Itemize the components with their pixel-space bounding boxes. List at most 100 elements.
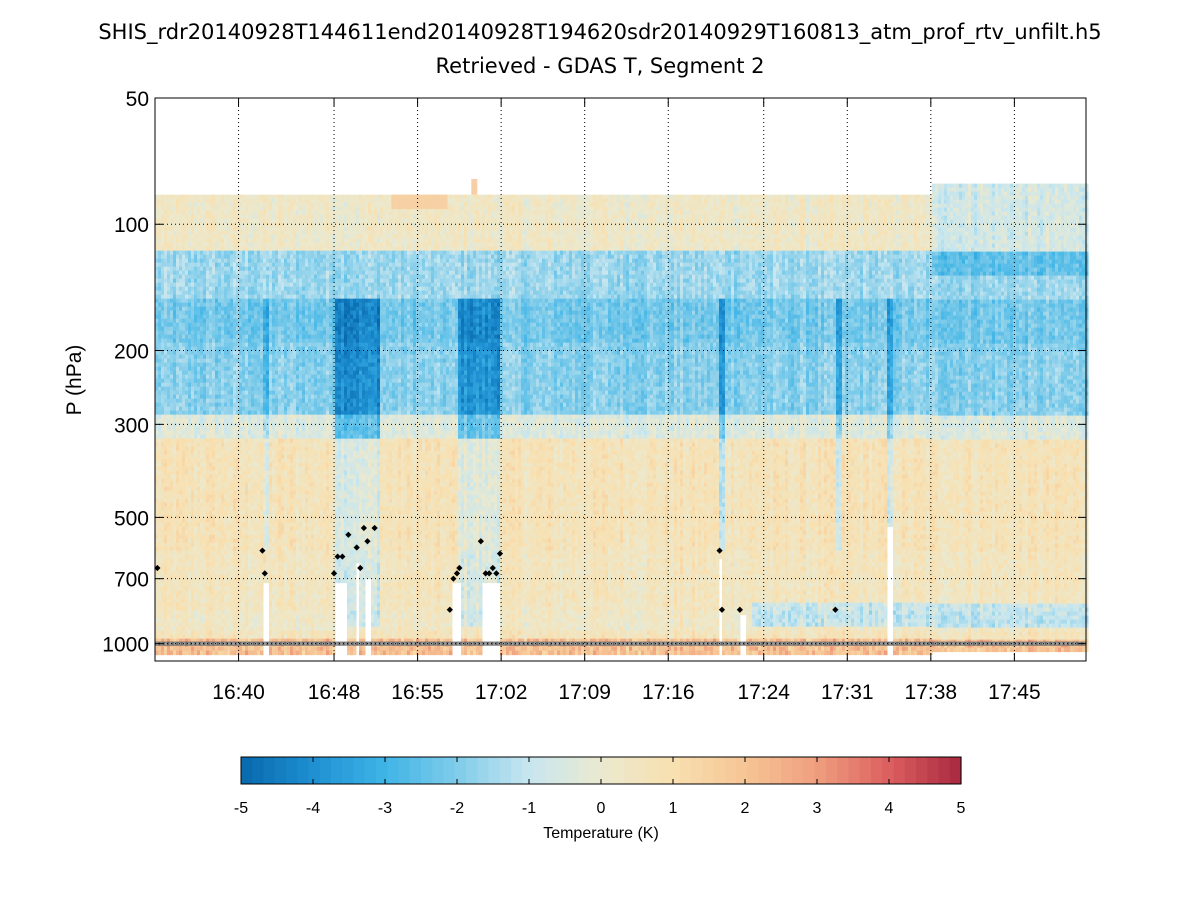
colorbar-swatch: [691, 757, 703, 784]
colorbar-swatch: [848, 757, 861, 784]
colorbar-swatch: [477, 757, 490, 784]
colorbar-swatch: [601, 757, 613, 784]
colorbar-swatch: [252, 757, 265, 784]
colorbar-swatch: [556, 757, 568, 784]
colorbar-tick-label: 1: [669, 800, 678, 817]
cloud-marker: [832, 606, 839, 613]
cloud-marker: [736, 606, 743, 613]
colorbar-swatch: [702, 757, 715, 784]
colorbar-tick-label: -2: [450, 800, 464, 817]
colorbar-swatch: [646, 757, 658, 784]
colorbar-swatch: [443, 757, 456, 784]
colorbar-swatch: [769, 757, 782, 784]
colorbar-swatch: [376, 757, 388, 784]
colorbar-tick-label: -3: [378, 800, 392, 817]
x-tick-label: 16:40: [212, 681, 265, 704]
cloud-marker: [345, 531, 352, 538]
colorbar-swatch: [331, 757, 343, 784]
colorbar-swatch: [353, 757, 366, 784]
colorbar-tick-label: -5: [234, 800, 248, 817]
colorbar-swatch: [657, 757, 670, 784]
colorbar-swatch: [736, 757, 748, 784]
colorbar-swatch: [747, 757, 760, 784]
chart-subtitle: Retrieved - GDAS T, Segment 2: [0, 54, 1200, 78]
x-tick-label: 17:02: [475, 681, 528, 704]
colorbar-swatch: [668, 757, 681, 784]
colorbar-swatch: [758, 757, 771, 784]
colorbar-swatch: [781, 757, 793, 784]
y-tick-label: 50: [126, 88, 149, 111]
colorbar-swatch: [409, 757, 422, 784]
colorbar-tick-label: 0: [597, 800, 606, 817]
cloud-marker: [718, 606, 726, 613]
colorbar-swatch: [724, 757, 737, 784]
plot-frame: [154, 97, 1087, 662]
colorbar-swatch: [938, 757, 951, 784]
colorbar-label: Temperature (K): [543, 825, 659, 842]
x-tick-label: 17:38: [905, 681, 958, 704]
cloud-marker: [716, 547, 723, 554]
colorbar-swatch: [859, 757, 872, 784]
colorbar-swatch: [814, 757, 827, 784]
x-tick-label: 17:09: [558, 681, 611, 704]
colorbar-swatch: [387, 757, 400, 784]
heatmap-cells: [155, 178, 1089, 656]
colorbar-swatch: [612, 757, 625, 784]
y-tick-label: 200: [114, 340, 149, 363]
colorbar-swatch: [454, 757, 467, 784]
colorbar-swatch: [511, 757, 523, 784]
colorbar-swatch: [837, 757, 850, 784]
colorbar-swatch: [826, 757, 838, 784]
x-tick-label: 17:16: [642, 681, 695, 704]
colorbar-swatch: [904, 757, 917, 784]
colorbar-swatch: [949, 757, 962, 784]
cloud-marker: [477, 538, 484, 545]
y-tick-label: 500: [114, 507, 149, 530]
colorbar-swatch: [882, 757, 895, 784]
colorbar-swatch: [308, 757, 321, 784]
colorbar-swatch: [364, 757, 377, 784]
cloud-marker: [364, 538, 371, 545]
x-tick-label: 17:24: [737, 681, 790, 704]
colorbar-tick-label: 5: [957, 800, 966, 817]
colorbar-swatch: [589, 757, 602, 784]
colorbar-tick-label: -4: [306, 800, 320, 817]
y-axis-label: P (hPa): [63, 345, 86, 416]
x-tick-label: 16:55: [391, 681, 444, 704]
colorbar-swatch: [713, 757, 726, 784]
colorbar-swatch: [421, 757, 433, 784]
colorbar-swatch: [297, 757, 310, 784]
colorbar-swatch: [871, 757, 883, 784]
cloud-marker: [334, 553, 341, 560]
y-tick-label: 700: [114, 569, 149, 592]
colorbar-swatch: [286, 757, 298, 784]
y-tick-label: 300: [114, 414, 149, 437]
colorbar-swatch: [342, 757, 355, 784]
colorbar-swatch: [522, 757, 535, 784]
colorbar-swatch: [803, 757, 816, 784]
cloud-marker: [371, 524, 378, 532]
colorbar-swatch: [398, 757, 411, 784]
chart-title: SHIS_rdr20140928T144611end20140928T19462…: [0, 20, 1200, 44]
y-tick-label: 1000: [102, 634, 149, 657]
colorbar-swatch: [544, 757, 557, 784]
cloud-marker: [456, 564, 463, 572]
colorbar-swatch: [634, 757, 647, 784]
colorbar-swatch: [319, 757, 332, 784]
colorbar-swatch: [263, 757, 276, 784]
colorbar-swatch: [623, 757, 636, 784]
cloud-marker: [496, 550, 504, 557]
colorbar-swatch: [488, 757, 501, 784]
colorbar-tick-label: -1: [522, 800, 536, 817]
x-tick-label: 17:31: [821, 681, 874, 704]
colorbar-swatch: [578, 757, 591, 784]
cloud-marker: [360, 524, 367, 532]
colorbar-swatch: [274, 757, 287, 784]
colorbar-swatch: [679, 757, 692, 784]
colorbar-swatch: [466, 757, 478, 784]
colorbar-swatch: [916, 757, 928, 784]
colorbar-tick-label: 4: [885, 800, 894, 817]
y-tick-label: 100: [114, 214, 149, 237]
colorbar-swatch: [927, 757, 940, 784]
